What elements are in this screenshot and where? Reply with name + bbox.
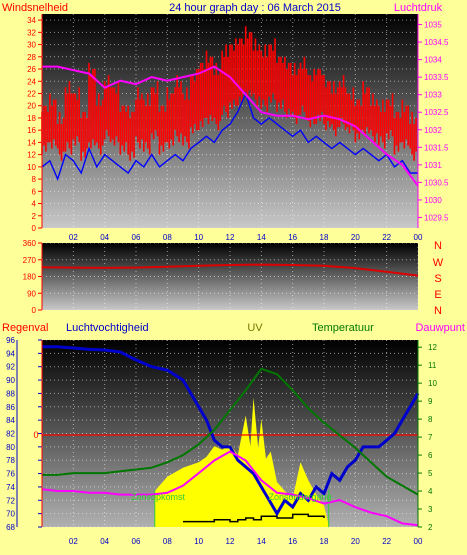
p3-x-tick-4: 10: [194, 537, 203, 546]
p2-left-tick-3: 270: [23, 256, 37, 265]
p1-right-tick-1: 1030: [424, 196, 442, 205]
p3-right-tick-6: 8: [428, 415, 433, 424]
wind-average-line: [41, 91, 418, 182]
p3-left-tick-9: 86: [6, 403, 15, 412]
p1-x-tick-5: 12: [226, 233, 235, 242]
p3-x-tick-6: 14: [257, 537, 266, 546]
p1-x-tick-4: 10: [194, 233, 203, 242]
p1-right-tick-0: 1029.5: [424, 213, 449, 222]
p3-x-tick-10: 22: [382, 537, 391, 546]
p3-left-tick-1: 70: [6, 510, 15, 519]
p3-right-tick-10: 12: [428, 343, 437, 352]
p3-left-tick-4: 76: [6, 470, 15, 479]
p3-left-tick-13: 94: [6, 349, 15, 358]
p1-right-tick-4: 1031.5: [424, 143, 449, 152]
p3-left-tick-5: 78: [6, 456, 15, 465]
p1-x-tick-6: 14: [257, 233, 266, 242]
pressure-line: [42, 65, 419, 187]
p3-right-tick-2: 4: [428, 487, 433, 496]
p1-left-tick-6: 12: [27, 151, 36, 160]
p1-x-tick-9: 20: [351, 233, 360, 242]
p1-x-tick-1: 04: [100, 233, 109, 242]
p1-left-tick-12: 24: [27, 77, 36, 86]
p1-x-tick-0: 02: [69, 233, 78, 242]
p1-left-tick-13: 26: [27, 65, 36, 74]
p3-x-tick-9: 20: [351, 537, 360, 546]
temperature-line: [42, 367, 419, 496]
p1-left-tick-2: 4: [32, 200, 37, 209]
p3-right-tick-8: 10: [428, 379, 437, 388]
p1-left-tick-15: 30: [27, 41, 36, 50]
p1-left-tick-11: 22: [27, 89, 36, 98]
p3-left-tick-6: 80: [6, 443, 15, 452]
p3-left-tick-14: 96: [6, 336, 15, 345]
p3-right-tick-4: 6: [428, 451, 433, 460]
p3-left-tick-12: 92: [6, 363, 15, 372]
p3-x-tick-7: 16: [288, 537, 297, 546]
p3-left-tick-3: 74: [6, 483, 15, 492]
p3-right-tick-7: 9: [428, 397, 433, 406]
p1-right-tick-10: 1034.5: [424, 38, 449, 47]
p1-left-tick-4: 8: [32, 175, 37, 184]
p3-x-tick-3: 08: [163, 537, 172, 546]
p1-left-tick-9: 18: [27, 114, 36, 123]
p1-x-tick-8: 18: [320, 233, 329, 242]
p1-right-tick-11: 1035: [424, 21, 442, 30]
p2-left-tick-0: 0: [32, 306, 37, 315]
p3-left-tick-11: 90: [6, 376, 15, 385]
p1-x-tick-11: 00: [414, 233, 423, 242]
p3-right-tick-5: 7: [428, 433, 433, 442]
p1-left-tick-8: 16: [27, 126, 36, 135]
p3-right-tick-9: 11: [428, 361, 437, 370]
p3-right-tick-1: 3: [428, 505, 433, 514]
p1-right-tick-8: 1033.5: [424, 73, 449, 82]
p1-left-tick-14: 28: [27, 53, 36, 62]
p3-x-tick-8: 18: [320, 537, 329, 546]
dewpoint-line: [41, 450, 419, 527]
humidity-line: [42, 345, 420, 517]
p3-x-tick-1: 04: [100, 537, 109, 546]
p3-x-tick-2: 06: [132, 537, 141, 546]
p1-left-tick-7: 14: [27, 138, 36, 147]
p1-left-tick-0: 0: [32, 224, 37, 233]
p2-left-tick-2: 180: [23, 273, 37, 282]
p3-right-tick-0: 2: [428, 523, 433, 532]
p1-right-tick-3: 1031: [424, 161, 442, 170]
p3-x-tick-5: 12: [226, 537, 235, 546]
p3-left-tick-0: 68: [6, 523, 15, 532]
p1-left-tick-1: 2: [32, 212, 37, 221]
p1-x-tick-7: 16: [288, 233, 297, 242]
p3-x-tick-11: 00: [414, 537, 423, 546]
p1-right-tick-6: 1032.5: [424, 108, 449, 117]
p1-right-tick-9: 1034: [424, 56, 442, 65]
p2-left-tick-4: 360: [23, 239, 37, 248]
p3-left-tick-2: 72: [6, 496, 15, 505]
p2-left-tick-1: 90: [27, 289, 36, 298]
p1-right-tick-7: 1033: [424, 91, 442, 100]
p1-left-tick-10: 20: [27, 102, 36, 111]
p3-left-tick-8: 84: [6, 416, 15, 425]
p1-left-tick-17: 34: [27, 16, 36, 25]
p1-right-tick-5: 1032: [424, 126, 442, 135]
p3-right-tick-3: 5: [428, 469, 433, 478]
p1-x-tick-3: 08: [163, 233, 172, 242]
p1-left-tick-3: 6: [32, 187, 37, 196]
p1-x-tick-2: 06: [132, 233, 141, 242]
p3-left-tick-10: 88: [6, 389, 15, 398]
p3-x-tick-0: 02: [69, 537, 78, 546]
p1-left-tick-5: 10: [27, 163, 36, 172]
p1-right-tick-2: 1030.5: [424, 178, 449, 187]
uv-black-step-line: [183, 513, 325, 523]
p3-left-tick-7: 82: [6, 430, 15, 439]
p1-x-tick-10: 22: [382, 233, 391, 242]
wind-direction-line: [41, 263, 419, 277]
p1-left-tick-16: 32: [27, 28, 36, 37]
